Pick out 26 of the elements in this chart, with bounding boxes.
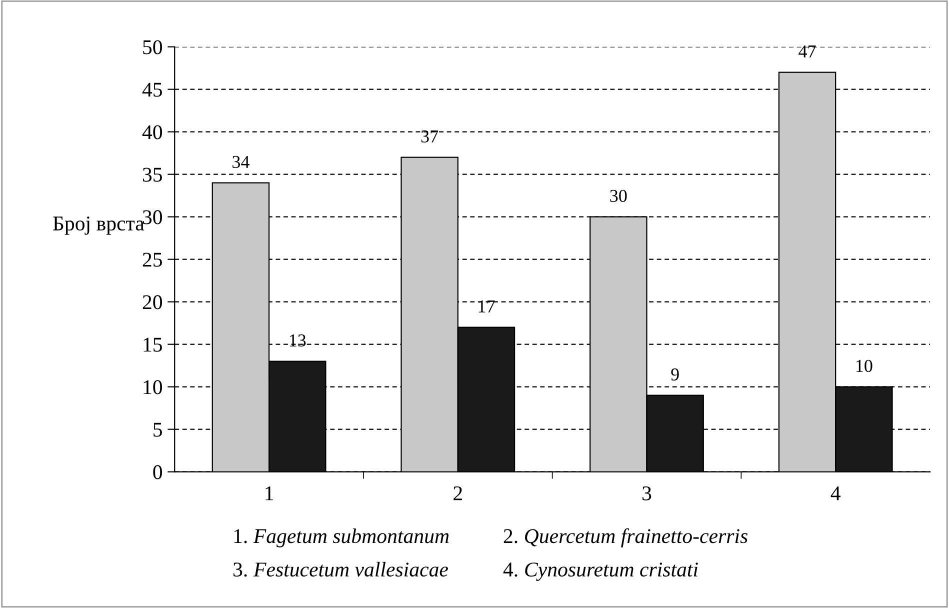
- x-tick-label: 1: [266, 486, 273, 500]
- data-label: 30: [610, 190, 627, 202]
- y-tick-label: 0: [153, 465, 162, 480]
- data-label: 9: [671, 368, 679, 381]
- y-tick-label: 25: [142, 252, 162, 267]
- data-label: 34: [232, 156, 250, 168]
- y-tick-label: 5: [154, 422, 162, 437]
- y-axis-title: Број врста: [53, 216, 144, 235]
- y-tick-label: 30: [142, 210, 162, 224]
- data-label: 10: [856, 360, 872, 372]
- text: 1. Fagetum submontanum: [234, 528, 449, 548]
- x-tick-label: 3: [642, 486, 652, 500]
- text: 3. Festucetum vallesiacae: [234, 562, 448, 577]
- text: 2. Quercetum frainetto-cerris: [504, 528, 748, 548]
- data-label: 13: [290, 334, 306, 347]
- x-tick-label: 2: [454, 486, 462, 500]
- y-tick-label: 10: [144, 380, 162, 394]
- y-tick-label: 50: [143, 40, 162, 54]
- y-tick-label: 20: [142, 295, 162, 310]
- data-label: 47: [798, 45, 816, 58]
- y-tick-label: 45: [142, 82, 162, 97]
- x-tick-label: 4: [830, 486, 840, 500]
- y-tick-label: 35: [142, 168, 162, 182]
- y-tick-label: 15: [144, 338, 162, 352]
- y-tick-label: 40: [142, 125, 162, 140]
- text: 4. Cynosuretum cristati: [503, 562, 698, 581]
